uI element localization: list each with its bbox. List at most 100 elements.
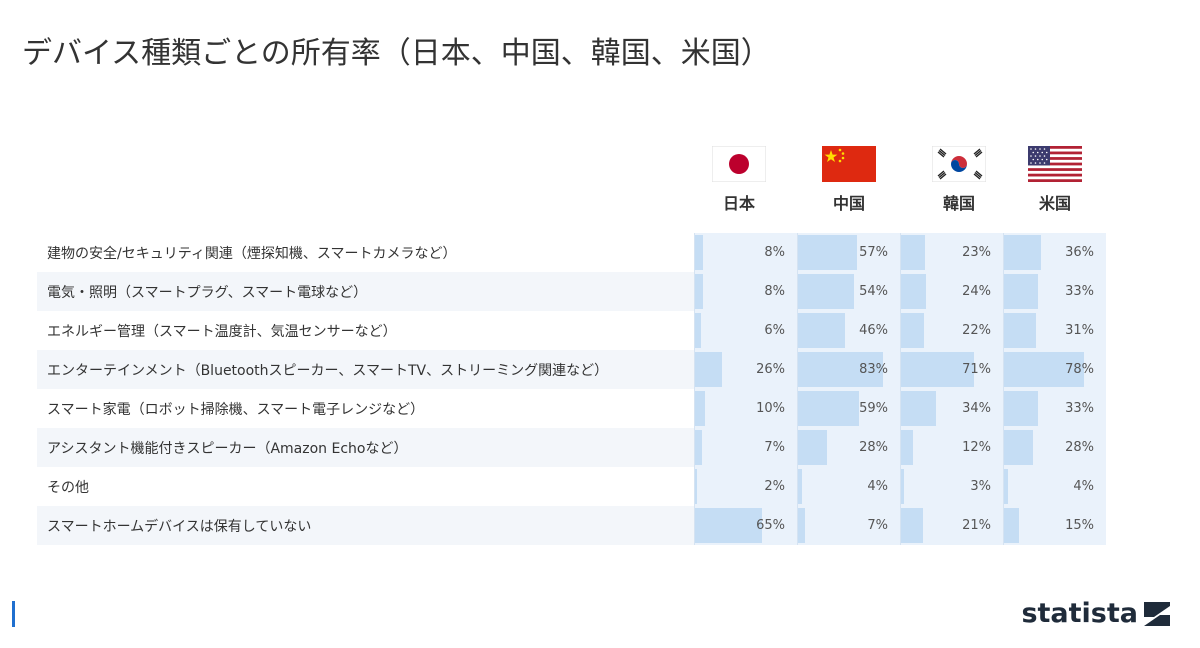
value-label: 4% — [867, 479, 888, 494]
value-label: 33% — [1065, 284, 1094, 299]
value-label: 36% — [1065, 245, 1094, 260]
value-cell: 2% — [694, 467, 797, 506]
country-column-japan: 日本 — [684, 146, 794, 214]
row-label: 建物の安全/セキュリティ関連（煙探知機、スマートカメラなど） — [47, 245, 457, 262]
table-row: その他 2% 4% 3% 4% — [37, 467, 1113, 506]
value-cell: 4% — [1003, 467, 1106, 506]
value-cell: 24% — [900, 272, 1003, 311]
row-label: 電気・照明（スマートプラグ、スマート電球など） — [37, 272, 694, 311]
value-cell: 71% — [900, 350, 1003, 389]
value-cell: 54% — [797, 272, 900, 311]
value-bar — [798, 352, 883, 387]
value-label: 10% — [756, 401, 785, 416]
value-label: 46% — [859, 323, 888, 338]
usa-flag-icon — [1028, 146, 1082, 182]
table-row: スマート家電（ロボット掃除機、スマート電子レンジなど） 10% 59% 34% 33% — [37, 389, 1113, 428]
value-cell: 34% — [900, 389, 1003, 428]
value-bar — [901, 352, 974, 387]
country-name: 米国 — [1038, 194, 1071, 213]
value-label: 22% — [962, 323, 991, 338]
value-bar — [695, 313, 701, 348]
value-bar — [901, 391, 936, 426]
value-label: 2% — [764, 479, 785, 494]
country-column-china: 中国 — [794, 146, 904, 214]
value-cell: 3% — [900, 467, 1003, 506]
value-cell: 26% — [694, 350, 797, 389]
value-bar — [1004, 352, 1084, 387]
value-label: 71% — [962, 362, 991, 377]
value-cell: 6% — [694, 311, 797, 350]
row-label: スマートホームデバイスは保有していない — [37, 506, 694, 545]
accent-divider — [12, 601, 15, 627]
country-name: 韓国 — [942, 194, 975, 213]
value-cell: 33% — [1003, 272, 1106, 311]
value-cell: 83% — [797, 350, 900, 389]
row-label: スマート家電（ロボット掃除機、スマート電子レンジなど） — [47, 401, 425, 418]
chart-title: デバイス種類ごとの所有率（日本、中国、韓国、米国） — [22, 36, 771, 71]
value-bar — [798, 469, 802, 504]
value-label: 7% — [867, 518, 888, 533]
statista-mark-icon — [1144, 601, 1170, 626]
value-bar — [695, 274, 703, 309]
value-cell: 28% — [1003, 428, 1106, 467]
value-bar — [695, 352, 722, 387]
value-bar — [1004, 469, 1008, 504]
value-bar — [901, 430, 913, 465]
value-label: 8% — [764, 284, 785, 299]
value-bar — [798, 391, 859, 426]
value-cell: 46% — [797, 311, 900, 350]
value-cell: 31% — [1003, 311, 1106, 350]
table-row: エンターテインメント（Bluetoothスピーカー、スマートTV、ストリーミング… — [37, 350, 1113, 389]
country-column-usa: 米国 — [1000, 146, 1110, 214]
value-bar — [1004, 274, 1038, 309]
value-cell: 21% — [900, 506, 1003, 545]
value-label: 8% — [764, 245, 785, 260]
row-label: アシスタント機能付きスピーカー（Amazon Echoなど） — [37, 428, 694, 467]
value-cell: 36% — [1003, 233, 1106, 272]
value-cell: 7% — [694, 428, 797, 467]
value-bar — [695, 508, 762, 543]
value-bar — [901, 508, 923, 543]
row-label: エネルギー管理（スマート温度計、気温センサーなど） — [47, 323, 397, 340]
value-cell: 65% — [694, 506, 797, 545]
table-row: 建物の安全/セキュリティ関連（煙探知機、スマートカメラなど） 8% 57% 23% 36… — [37, 233, 1113, 272]
value-label: 31% — [1065, 323, 1094, 338]
value-bar — [1004, 508, 1019, 543]
value-cell: 59% — [797, 389, 900, 428]
value-bar — [901, 469, 904, 504]
ownership-table: 建物の安全/セキュリティ関連（煙探知機、スマートカメラなど） 8% 57% 23% 36… — [37, 233, 1113, 545]
value-bar — [901, 235, 925, 270]
value-label: 3% — [970, 479, 991, 494]
value-cell: 10% — [694, 389, 797, 428]
value-label: 26% — [756, 362, 785, 377]
value-bar — [695, 391, 705, 426]
value-label: 54% — [859, 284, 888, 299]
value-cell: 57% — [797, 233, 900, 272]
table-row: アシスタント機能付きスピーカー（Amazon Echoなど） 7% 28% 12% 28… — [37, 428, 1113, 467]
brand-name: statista — [1021, 598, 1138, 629]
value-label: 57% — [859, 245, 888, 260]
value-label: 65% — [756, 518, 785, 533]
value-label: 15% — [1065, 518, 1094, 533]
value-bar — [798, 508, 805, 543]
value-label: 78% — [1065, 362, 1094, 377]
value-cell: 8% — [694, 233, 797, 272]
value-bar — [901, 313, 924, 348]
value-bar — [798, 430, 827, 465]
value-bar — [798, 313, 845, 348]
value-cell: 8% — [694, 272, 797, 311]
value-label: 28% — [859, 440, 888, 455]
value-cell: 4% — [797, 467, 900, 506]
value-bar — [1004, 391, 1038, 426]
value-label: 23% — [962, 245, 991, 260]
value-bar — [798, 235, 857, 270]
value-bar — [1004, 430, 1033, 465]
row-label: その他 — [47, 479, 89, 496]
table-row: 電気・照明（スマートプラグ、スマート電球など） 8% 54% 24% 33% — [37, 272, 1113, 311]
country-header: 日本 中国 韓国 — [0, 146, 1200, 221]
value-cell: 78% — [1003, 350, 1106, 389]
value-cell: 15% — [1003, 506, 1106, 545]
country-name: 日本 — [722, 194, 755, 213]
row-label: エンターテインメント（Bluetoothスピーカー、スマートTV、ストリーミング… — [37, 350, 694, 389]
value-label: 24% — [962, 284, 991, 299]
